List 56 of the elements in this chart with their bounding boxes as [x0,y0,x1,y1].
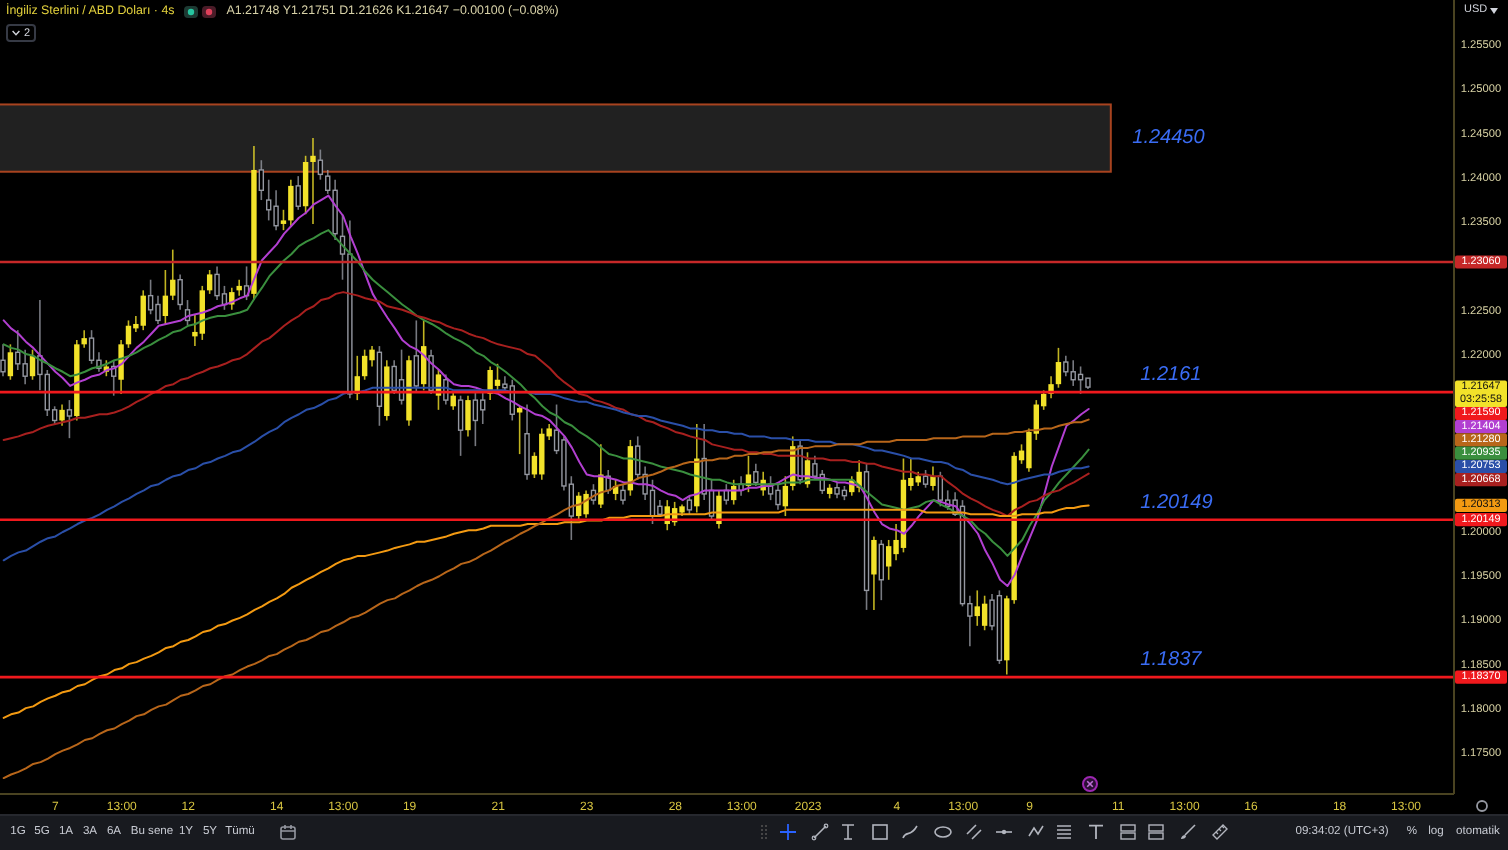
candlestick [118,339,124,395]
candlestick [753,463,759,487]
candlestick [1070,359,1076,387]
candlestick [1055,347,1062,389]
candlestick [871,535,877,611]
candlestick [878,539,884,601]
candlestick [310,137,316,225]
candlestick [981,594,988,632]
line-series [2,291,1090,518]
candlestick [147,278,154,316]
candlestick [361,348,368,381]
candlestick [170,248,176,301]
candlestick [413,319,420,393]
candlestick [332,178,338,241]
candlestick [140,289,146,331]
line-series [2,229,1090,557]
candlestick [885,539,892,581]
candlestick [524,403,530,481]
annotation: 1.1837 [1140,649,1203,672]
candlestick [266,178,272,222]
candlestick [288,178,294,227]
candlestick [155,294,161,325]
candlestick [974,589,980,627]
candlestick [162,269,169,325]
candlestick [620,483,626,506]
candlestick [598,443,604,509]
candlestick [457,394,464,457]
candlestick [302,154,309,216]
candlestick [15,329,21,371]
candlestick [583,489,589,519]
annotation: 1.20149 [1140,491,1214,514]
candlestick [295,175,301,211]
candlestick [472,389,479,447]
candlestick [7,343,14,381]
candlestick [391,359,397,395]
candlestick [686,494,693,516]
candlestick [214,265,220,301]
candlestick [317,148,324,181]
candlestick [930,465,936,492]
candlestick [125,319,132,349]
candlestick [177,273,183,311]
candlestick [539,427,545,481]
annotation: 1.2161 [1140,364,1202,387]
candlestick [258,159,265,201]
candlestick [775,483,781,511]
candlestick [782,475,789,517]
candlestick [280,208,287,231]
candlestick [480,391,486,425]
candlestick [465,394,471,438]
candlestick [206,269,213,295]
candlestick [369,345,375,368]
band-label: 1.24450 [1132,127,1206,150]
candlestick [59,403,65,427]
candlestick [494,363,501,392]
candlestick [66,399,73,439]
candlestick [88,329,95,365]
